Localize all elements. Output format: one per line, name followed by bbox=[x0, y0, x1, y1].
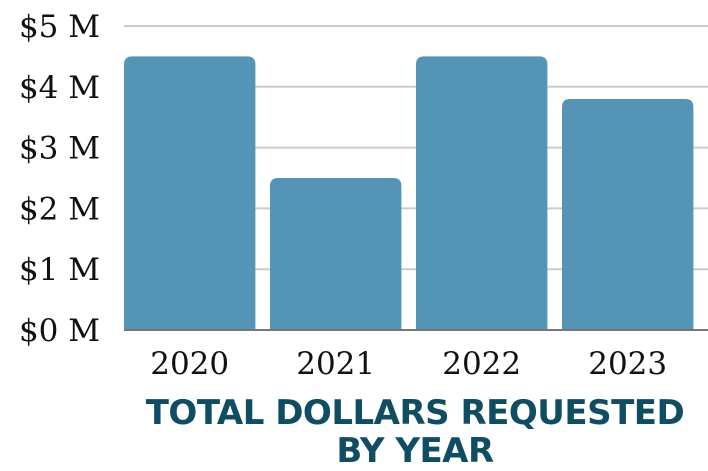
x-tick-label: 2023 bbox=[588, 346, 667, 382]
chart-title-line-2: BY YEAR bbox=[336, 431, 494, 471]
bar-2021 bbox=[270, 178, 402, 330]
bars bbox=[124, 56, 694, 331]
bar-2022 bbox=[416, 56, 548, 331]
y-axis-tick-labels: $0 M $1 M $2 M $3 M $4 M $5 M bbox=[19, 9, 100, 349]
chart-title: TOTAL DOLLARS REQUESTED BY YEAR bbox=[0, 394, 708, 470]
x-tick-label: 2020 bbox=[150, 346, 229, 382]
x-tick-label: 2021 bbox=[296, 346, 375, 382]
y-tick-label: $3 M bbox=[19, 131, 100, 167]
x-tick-label: 2022 bbox=[442, 346, 521, 382]
y-tick-label: $5 M bbox=[19, 9, 100, 45]
bar-chart: $0 M$1 M$2 M$3 M$4 M$5 M 2020 2021 2022 202… bbox=[19, 9, 708, 382]
y-tick-label: $0 M bbox=[19, 313, 100, 349]
bar-2023 bbox=[562, 98, 694, 331]
y-tick-label: $1 M bbox=[19, 252, 100, 288]
y-tick-label: $4 M bbox=[19, 70, 100, 106]
chart-title-line-1: TOTAL DOLLARS REQUESTED bbox=[145, 393, 685, 433]
bar-2020 bbox=[124, 56, 256, 331]
x-axis-tick-labels: 2020 2021 2022 2023 bbox=[150, 346, 667, 382]
y-tick-label: $2 M bbox=[19, 191, 100, 227]
